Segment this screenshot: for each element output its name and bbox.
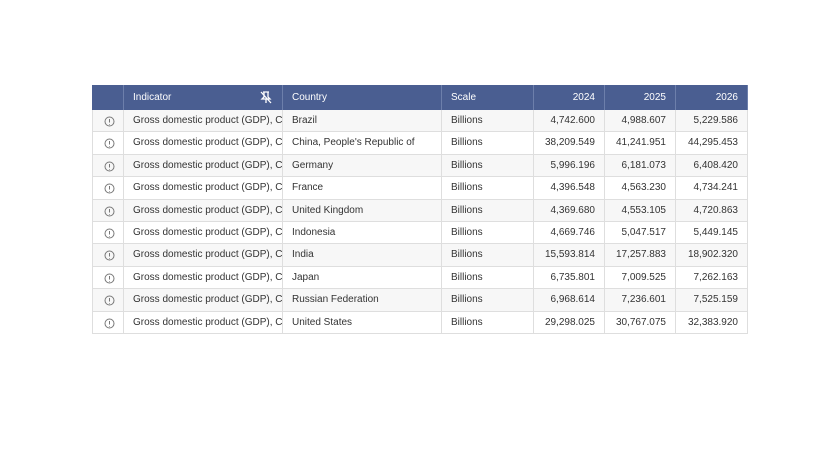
column-header[interactable]: 2026	[676, 85, 748, 110]
table-cell: 7,236.601	[605, 289, 676, 312]
table-cell: Brazil	[283, 110, 442, 133]
table-cell: United States	[283, 311, 442, 334]
table-cell: Billions	[442, 132, 534, 155]
table-cell: Billions	[442, 289, 534, 312]
column-header[interactable]: 2025	[605, 85, 676, 110]
table-cell: Billions	[442, 311, 534, 334]
info-icon[interactable]	[104, 318, 115, 329]
table-cell: 6,181.073	[605, 154, 676, 178]
table-cell: 4,669.746	[534, 222, 605, 245]
table-cell: 4,369.680	[534, 199, 605, 222]
table-cell: 4,988.607	[605, 110, 676, 133]
table-cell: 44,295.453	[676, 132, 748, 155]
header-cell	[92, 85, 124, 110]
table-cell: Billions	[442, 222, 534, 245]
table-cell: 5,047.517	[605, 222, 676, 245]
row-icon-cell	[92, 244, 124, 267]
table-cell: 15,593.814	[534, 244, 605, 267]
column-header[interactable]: Scale	[442, 85, 534, 110]
table-cell: China, People's Republic of	[283, 132, 442, 155]
indicator-cell: Gross domestic product (GDP), Cu	[124, 289, 283, 312]
indicator-cell: Gross domestic product (GDP), Cu	[124, 154, 283, 178]
info-icon[interactable]	[104, 183, 115, 194]
info-icon[interactable]	[104, 295, 115, 306]
row-icon-cell	[92, 289, 124, 312]
info-icon[interactable]	[104, 116, 115, 127]
table-cell: 4,742.600	[534, 110, 605, 133]
table-cell: Billions	[442, 244, 534, 267]
row-icon-cell	[92, 110, 124, 133]
table-cell: 7,262.163	[676, 266, 748, 290]
indicator-cell: Gross domestic product (GDP), Cu	[124, 199, 283, 222]
column-header[interactable]: Indicator	[124, 85, 283, 110]
table-cell: Billions	[442, 177, 534, 200]
table-cell: 4,734.241	[676, 177, 748, 200]
table-cell: 6,735.801	[534, 266, 605, 290]
indicator-cell: Gross domestic product (GDP), Cu	[124, 177, 283, 200]
table-cell: 17,257.883	[605, 244, 676, 267]
info-icon[interactable]	[104, 273, 115, 284]
row-icon-cell	[92, 222, 124, 245]
row-icon-cell	[92, 199, 124, 222]
table-cell: 7,009.525	[605, 266, 676, 290]
table-cell: 4,396.548	[534, 177, 605, 200]
info-icon[interactable]	[104, 206, 115, 217]
table-cell: 4,720.863	[676, 199, 748, 222]
table-cell: Germany	[283, 154, 442, 178]
row-icon-cell	[92, 154, 124, 178]
table-cell: 4,553.105	[605, 199, 676, 222]
table-cell: Billions	[442, 199, 534, 222]
indicator-cell: Gross domestic product (GDP), Cu	[124, 110, 283, 133]
table-cell: 5,229.586	[676, 110, 748, 133]
table-cell: Indonesia	[283, 222, 442, 245]
table-cell: Billions	[442, 154, 534, 178]
column-header[interactable]: Country	[283, 85, 442, 110]
table-cell: France	[283, 177, 442, 200]
pin-icon[interactable]	[260, 91, 272, 104]
info-icon[interactable]	[104, 161, 115, 172]
table-cell: 6,968.614	[534, 289, 605, 312]
column-header[interactable]: 2024	[534, 85, 605, 110]
row-icon-cell	[92, 266, 124, 290]
table-cell: India	[283, 244, 442, 267]
row-icon-cell	[92, 311, 124, 334]
table-cell: 30,767.075	[605, 311, 676, 334]
table-cell: United Kingdom	[283, 199, 442, 222]
indicator-cell: Gross domestic product (GDP), Cu	[124, 244, 283, 267]
row-icon-cell	[92, 177, 124, 200]
table-cell: 41,241.951	[605, 132, 676, 155]
indicator-cell: Gross domestic product (GDP), Cu	[124, 132, 283, 155]
row-icon-cell	[92, 132, 124, 155]
info-icon[interactable]	[104, 138, 115, 149]
table-cell: 18,902.320	[676, 244, 748, 267]
indicator-cell: Gross domestic product (GDP), Cu	[124, 266, 283, 290]
indicator-cell: Gross domestic product (GDP), Cu	[124, 222, 283, 245]
table-cell: Billions	[442, 110, 534, 133]
indicator-cell: Gross domestic product (GDP), Cu	[124, 311, 283, 334]
table-cell: Russian Federation	[283, 289, 442, 312]
table-cell: 6,408.420	[676, 154, 748, 178]
table-cell: Billions	[442, 266, 534, 290]
table-cell: 29,298.025	[534, 311, 605, 334]
info-icon[interactable]	[104, 228, 115, 239]
table-cell: 32,383.920	[676, 311, 748, 334]
table-cell: 7,525.159	[676, 289, 748, 312]
table-cell: 5,996.196	[534, 154, 605, 178]
table-cell: 4,563.230	[605, 177, 676, 200]
table-cell: 38,209.549	[534, 132, 605, 155]
info-icon[interactable]	[104, 250, 115, 261]
table-cell: Japan	[283, 266, 442, 290]
table-cell: 5,449.145	[676, 222, 748, 245]
